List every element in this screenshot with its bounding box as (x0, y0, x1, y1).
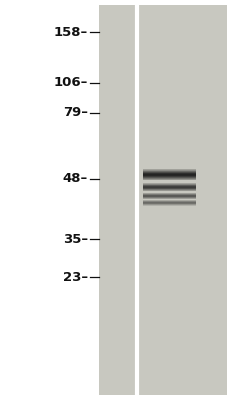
Text: 35–: 35– (62, 233, 87, 246)
Text: 23–: 23– (62, 271, 87, 284)
Text: 106–: 106– (53, 76, 87, 89)
Text: 158–: 158– (53, 26, 87, 38)
Text: 48–: 48– (62, 172, 87, 185)
Text: 79–: 79– (62, 106, 87, 119)
Bar (99, 5, 226, 395)
